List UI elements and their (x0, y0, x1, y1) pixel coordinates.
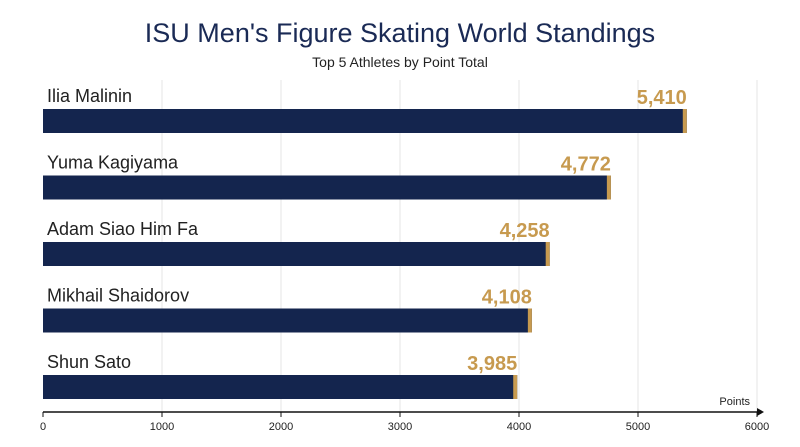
x-tick-label: 3000 (388, 421, 412, 433)
bar-2 (43, 175, 611, 200)
category-label: Yuma Kagiyama (47, 153, 179, 173)
category-label: Shun Sato (47, 352, 131, 372)
bar-end-cap (527, 308, 532, 333)
category-label: Adam Siao Him Fa (47, 219, 199, 239)
x-tick-label: 1000 (150, 421, 174, 433)
value-label: 4,108 (482, 287, 532, 309)
chart-title: ISU Men's Figure Skating World Standings (144, 18, 656, 48)
x-axis-arrow (757, 408, 764, 416)
x-tick-label: 6000 (745, 421, 769, 433)
bar-4 (43, 308, 532, 333)
chart-subtitle: Top 5 Athletes by Point Total (312, 54, 488, 70)
bar-end-cap (682, 109, 687, 133)
category-label: Mikhail Shaidorov (47, 286, 189, 306)
bar-end-cap (513, 375, 518, 399)
x-tick-label: 2000 (269, 421, 293, 433)
bar-3 (43, 242, 550, 266)
value-label: 5,410 (637, 87, 687, 109)
x-tick-label: 0 (40, 421, 46, 433)
category-label: Ilia Malinin (47, 86, 132, 106)
x-tick-label: 4000 (507, 421, 531, 433)
x-axis-label: Points (719, 396, 750, 408)
bar-1 (43, 109, 687, 133)
x-tick-label: 5000 (626, 421, 650, 433)
value-label: 4,772 (561, 154, 611, 176)
bar-5 (43, 375, 518, 399)
bar-end-cap (545, 242, 550, 266)
value-label: 4,258 (500, 220, 550, 242)
value-label: 3,985 (467, 353, 517, 375)
bar-end-cap (606, 175, 611, 200)
